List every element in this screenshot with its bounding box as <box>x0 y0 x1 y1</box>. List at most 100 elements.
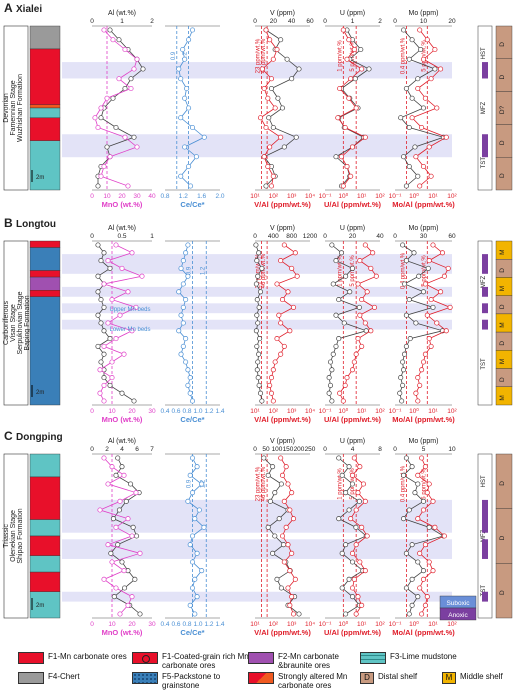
data-point <box>287 568 293 574</box>
reference-label: 1 ppm/wt.% <box>337 255 343 287</box>
bottom-tick-label: 10³ <box>287 621 297 628</box>
data-point <box>134 56 140 62</box>
data-point <box>401 281 408 287</box>
data-point <box>403 85 409 92</box>
data-point <box>125 516 131 522</box>
data-point <box>430 242 436 248</box>
data-point <box>186 163 192 170</box>
data-point <box>341 320 347 326</box>
data-point <box>430 498 436 504</box>
data-point <box>101 163 107 170</box>
data-point <box>333 154 339 160</box>
data-point <box>274 576 280 582</box>
redox-strip <box>482 134 488 158</box>
data-point <box>406 163 412 170</box>
data-point <box>278 134 284 140</box>
data-point <box>403 550 409 556</box>
data-point <box>428 173 434 179</box>
bottom-tick-label: 10¹ <box>357 621 367 628</box>
bottom-axis-label: V/Al (ppm/wt.%) <box>254 200 311 209</box>
data-point <box>180 304 186 310</box>
data-point <box>255 273 261 279</box>
data-point <box>119 265 125 271</box>
data-point <box>265 472 271 478</box>
strat-label: Wuzhishan Formation <box>17 74 24 142</box>
data-point <box>401 351 408 357</box>
reference-label: 46 ppm/wt.% <box>261 38 267 73</box>
bottom-tick-label: 10⁻¹ <box>389 621 403 628</box>
data-point <box>400 27 407 33</box>
data-point <box>184 85 190 92</box>
data-point <box>347 289 353 295</box>
data-point <box>268 183 275 189</box>
data-point <box>272 490 278 496</box>
data-point <box>113 524 119 530</box>
facies-tag: D <box>499 268 506 273</box>
bottom-tick-label: 0.4 <box>160 621 169 628</box>
sequence-label: HST <box>481 475 487 487</box>
data-point <box>178 173 184 179</box>
data-point <box>180 46 186 53</box>
data-point <box>417 183 423 189</box>
data-point <box>254 343 260 349</box>
bottom-tick-label: 10⁴ <box>305 621 315 628</box>
data-point <box>278 320 284 326</box>
bottom-tick-label: 10⁻¹ <box>319 408 333 415</box>
data-point <box>140 66 146 72</box>
data-point <box>97 367 103 373</box>
data-point <box>268 390 275 396</box>
lithology-bed <box>29 240 61 248</box>
top-tick-label: 150 <box>283 446 294 453</box>
data-point <box>400 516 407 522</box>
data-point <box>336 336 342 342</box>
data-point <box>349 481 356 487</box>
sequence-label: TST <box>481 358 487 370</box>
data-point <box>296 66 302 72</box>
data-point <box>183 359 189 365</box>
data-point <box>439 250 446 256</box>
data-point <box>346 464 352 470</box>
bottom-axis-label: MnO (wt.%) <box>102 415 143 424</box>
data-point <box>122 46 128 53</box>
data-point <box>403 343 409 349</box>
top-tick-label: 8 <box>378 446 382 453</box>
data-point <box>97 390 103 396</box>
bottom-tick-label: 10² <box>375 621 385 628</box>
bottom-tick-label: 10⁻¹ <box>389 408 403 415</box>
bottom-tick-label: 1.4 <box>215 621 224 628</box>
data-point <box>422 95 428 101</box>
data-point <box>137 550 143 556</box>
lithology-bed <box>29 571 61 592</box>
data-point <box>117 498 123 504</box>
data-point <box>336 455 342 461</box>
data-point <box>420 163 427 170</box>
sequence-label: MFZ <box>481 102 487 115</box>
anoxic-label: Anoxic <box>448 612 468 619</box>
data-point <box>434 320 440 326</box>
data-point <box>101 351 107 357</box>
data-point <box>349 550 356 556</box>
data-point <box>420 498 427 504</box>
data-point <box>109 375 115 381</box>
top-tick-label: 2 <box>150 18 154 25</box>
data-point <box>415 76 421 82</box>
reference-label: 0.4 ppm/wt.% <box>400 465 406 502</box>
data-point <box>105 481 111 487</box>
data-point <box>432 46 438 53</box>
data-point <box>430 568 436 574</box>
data-point <box>281 559 287 565</box>
bottom-tick-label: 10⁻¹ <box>389 193 403 200</box>
data-point <box>419 455 425 461</box>
data-point <box>403 585 409 591</box>
bottom-tick-label: 10⁻¹ <box>319 193 333 200</box>
reference-label: 1.2 <box>183 51 189 60</box>
data-point <box>420 56 427 62</box>
data-point <box>121 568 127 574</box>
data-point <box>289 490 295 496</box>
data-point <box>287 328 293 334</box>
panel-letter: C <box>4 429 13 443</box>
data-point <box>346 37 352 43</box>
lithology-bed <box>29 296 61 406</box>
data-point <box>261 455 267 461</box>
panel-site-title: Dongping <box>16 432 63 443</box>
